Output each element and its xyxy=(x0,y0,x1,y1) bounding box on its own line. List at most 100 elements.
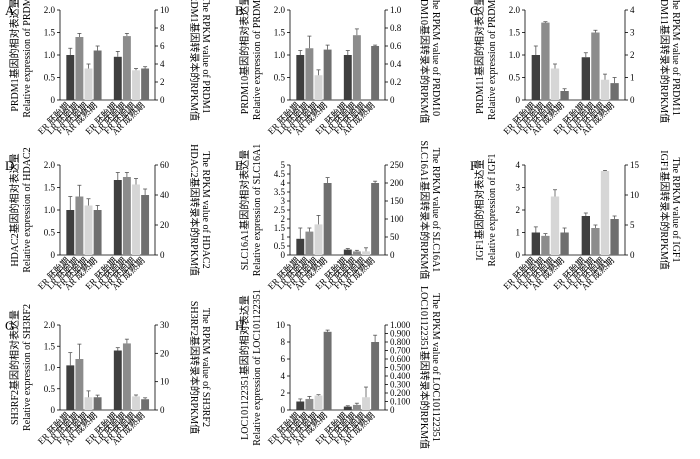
bar xyxy=(93,397,102,410)
right-tick-label: 0.900 xyxy=(390,329,411,339)
bar xyxy=(600,79,610,100)
left-tick-label: 0.5 xyxy=(44,384,56,394)
bar xyxy=(371,183,380,255)
left-tick-label: 0.5 xyxy=(274,73,286,83)
left-tick-label: 10 xyxy=(276,320,286,330)
bar xyxy=(343,249,352,255)
right-tick-label: 10 xyxy=(160,5,170,15)
right-tick-label: 60 xyxy=(160,160,170,170)
left-tick-label: 0 xyxy=(516,250,521,260)
left-tick-label: 1 xyxy=(516,228,521,238)
left-tick-label: 2.0 xyxy=(44,160,56,170)
bar xyxy=(343,406,352,410)
left-tick-label: 4 xyxy=(516,160,521,170)
left-tick-label: 2.5 xyxy=(274,205,286,215)
right-tick-label: 0 xyxy=(160,405,165,415)
left-tick-label: 6 xyxy=(281,354,286,364)
right-tick-label: 50 xyxy=(390,232,400,242)
right-ylabel-en: The RPKM value of LOC101122351 xyxy=(430,293,441,442)
panel-letter: F xyxy=(470,158,477,173)
left-tick-label: 1.0 xyxy=(44,50,56,60)
bar xyxy=(305,231,314,255)
right-tick-label: 20 xyxy=(160,220,170,230)
panel-letter: D xyxy=(5,158,14,173)
right-tick-label: 0.6 xyxy=(390,41,402,51)
bar xyxy=(581,216,590,255)
right-tick-label: 250 xyxy=(390,160,404,170)
bar xyxy=(531,232,540,255)
left-ylabel-en: Relative expression of HDAC2 xyxy=(22,147,33,272)
bar xyxy=(531,55,540,100)
bar xyxy=(550,68,560,100)
bar xyxy=(541,235,550,255)
right-ylabel-cn: LOC101122351基因转录本的RPKM值 xyxy=(418,286,431,449)
bar xyxy=(305,48,314,100)
right-tick-label: 40 xyxy=(160,190,170,200)
right-ylabel-en: The RPKM value of SLC16A1 xyxy=(430,148,441,272)
right-ylabel-cn: PRDM10基因转录本的RPKM值 xyxy=(418,0,431,123)
bar xyxy=(314,224,323,255)
bar xyxy=(84,205,93,255)
left-ylabel-cn: SH3RF2基因的相对表达量 xyxy=(8,310,21,425)
right-tick-label: 0 xyxy=(390,250,395,260)
bar xyxy=(371,46,380,100)
panel-letter: E xyxy=(235,158,243,173)
bar xyxy=(591,228,600,255)
left-tick-label: 1.5 xyxy=(274,223,286,233)
right-tick-label: 0.100 xyxy=(390,397,411,407)
left-tick-label: 0 xyxy=(281,250,286,260)
left-tick-label: 0 xyxy=(281,405,286,415)
right-tick-label: 0 xyxy=(160,250,165,260)
left-ylabel-en: Relative expression of SLC16A1 xyxy=(252,144,263,276)
right-tick-label: 15 xyxy=(630,160,640,170)
left-ylabel-cn: SLC16A1基因的相对表达量 xyxy=(238,150,251,271)
bar xyxy=(75,196,84,255)
bar xyxy=(113,56,122,100)
right-ylabel-cn: PRDM11基因转录本的RPKM值 xyxy=(658,0,671,123)
right-tick-label: 150 xyxy=(390,196,404,206)
bar xyxy=(93,210,102,255)
left-tick-label: 4 xyxy=(281,371,286,381)
right-tick-label: 30 xyxy=(160,320,170,330)
left-tick-label: 2 xyxy=(281,214,286,224)
right-tick-label: 8 xyxy=(160,23,165,33)
bar xyxy=(323,183,332,255)
left-tick-label: 0.5 xyxy=(44,73,56,83)
left-tick-label: 3.5 xyxy=(274,187,286,197)
right-tick-label: 0.2 xyxy=(390,77,401,87)
bar xyxy=(600,171,610,255)
left-tick-label: 1.0 xyxy=(44,363,56,373)
right-tick-label: 6 xyxy=(160,41,165,51)
bar xyxy=(352,404,361,410)
bar xyxy=(610,219,619,255)
bar xyxy=(610,83,619,100)
bar xyxy=(371,342,380,410)
right-ylabel-cn: SH3RF2基因转录本的RPKM值 xyxy=(188,301,201,434)
left-tick-label: 4.5 xyxy=(274,169,286,179)
bar xyxy=(113,350,122,410)
bar xyxy=(141,68,150,100)
bar xyxy=(296,238,305,255)
left-ylabel-cn: PRDM10基因的相对表达量 xyxy=(238,0,251,114)
left-tick-label: 1.0 xyxy=(44,205,56,215)
left-tick-label: 3 xyxy=(281,196,286,206)
left-tick-label: 5 xyxy=(281,160,286,170)
right-tick-label: 0.600 xyxy=(390,354,411,364)
right-ylabel-en: The RPKM value of PRDM11 xyxy=(670,0,681,116)
left-tick-label: 1.5 xyxy=(274,28,286,38)
bar xyxy=(132,396,140,410)
panel-e: E00.511.522.533.544.55050100150200250ER … xyxy=(235,141,441,292)
right-tick-label: 0.500 xyxy=(390,363,411,373)
right-tick-label: 1.000 xyxy=(390,320,411,330)
bar xyxy=(343,55,352,100)
right-ylabel-en: The RPKM value of PRDM1 xyxy=(200,0,211,114)
left-tick-label: 1.5 xyxy=(44,341,56,351)
panel-h: H024681000.1000.2000.3000.4000.5000.6000… xyxy=(235,286,441,449)
left-ylabel-en: Relative expression of IGF1 xyxy=(487,153,498,266)
bar xyxy=(541,22,550,101)
left-tick-label: 0 xyxy=(281,95,286,105)
